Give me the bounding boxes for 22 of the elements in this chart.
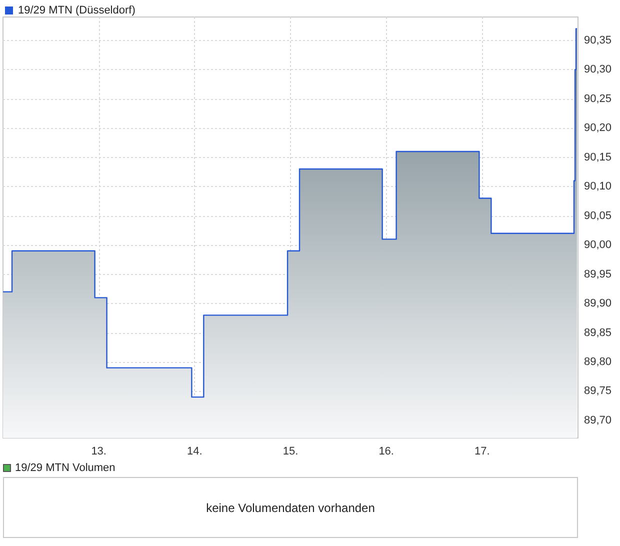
y-tick-label: 90,10	[584, 180, 612, 193]
y-tick-label: 90,25	[584, 92, 612, 105]
legend-label: 19/29 MTN (Düsseldorf)	[18, 4, 136, 16]
y-tick-label: 89,75	[584, 385, 612, 398]
y-tick-label: 90,00	[584, 239, 612, 252]
y-tick-label: 89,70	[584, 414, 612, 426]
x-tick-label: 17.	[474, 446, 490, 458]
y-tick-label: 89,80	[584, 356, 612, 368]
x-tick-label: 16.	[378, 446, 394, 458]
y-tick-label: 90,20	[584, 122, 612, 134]
y-tick-label: 89,85	[584, 326, 612, 339]
y-tick-label: 89,95	[584, 268, 612, 280]
x-tick-label: 14.	[187, 446, 202, 458]
x-tick-label: 15.	[282, 446, 298, 458]
y-tick-label: 90,35	[584, 34, 612, 46]
y-tick-label: 90,15	[584, 151, 612, 164]
legend-label: 19/29 MTN Volumen	[15, 462, 116, 474]
y-tick-label: 90,30	[584, 64, 612, 76]
y-tick-label: 89,90	[584, 298, 612, 310]
x-tick-label: 13.	[91, 446, 106, 458]
y-tick-label: 90,05	[584, 210, 612, 222]
text: keine Volumendaten vorhanden	[206, 500, 375, 514]
